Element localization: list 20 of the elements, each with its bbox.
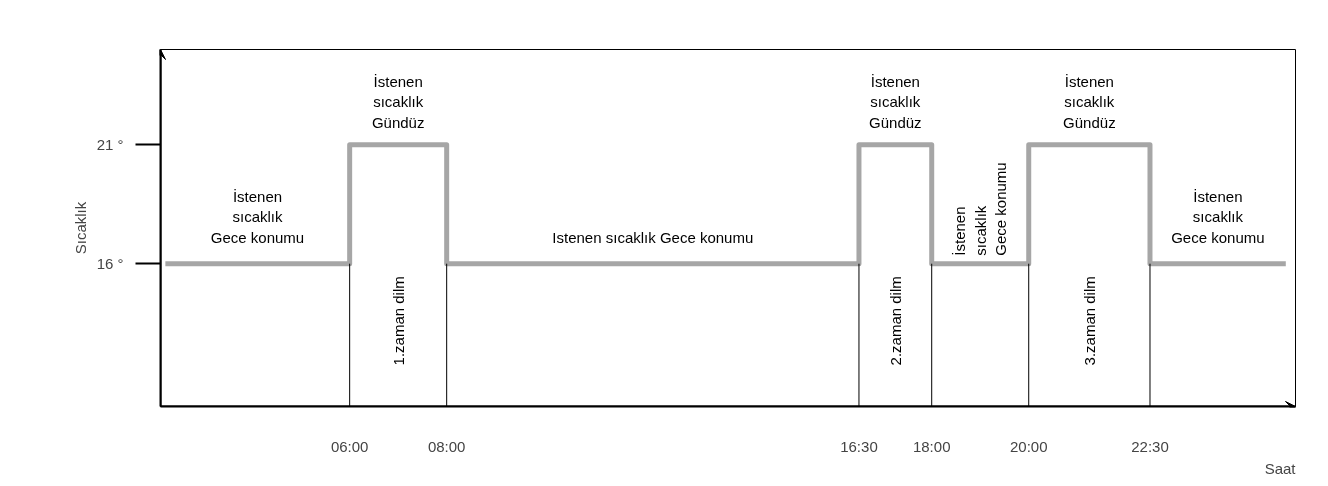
annotation: İstenen sıcaklık Gündüz — [869, 72, 922, 131]
annotation: İstenen sıcaklık Gece konumu — [951, 162, 1010, 256]
annotation: 2.zaman dilm — [886, 276, 904, 366]
annotation: 3.zaman dilm — [1080, 276, 1098, 366]
annotation: Istenen sıcaklık Gece konumu — [552, 228, 754, 246]
x-tick-label: 22:30 — [1131, 437, 1169, 455]
x-tick-label: 18:00 — [912, 437, 951, 455]
annotation: İstenen sıcaklık Gündüz — [371, 72, 425, 131]
annotation: İstenen sıcaklık Gece konumu — [210, 187, 305, 246]
annotation: 1.zaman dilm — [389, 276, 407, 366]
x-tick-label: 08:00 — [427, 437, 466, 455]
x-tick-label: 20:00 — [1009, 437, 1048, 455]
annotation: İstenen sıcaklık Gündüz — [1063, 72, 1116, 131]
x-axis-title: Saat — [1264, 459, 1297, 477]
x-tick-label: 16:30 — [840, 437, 878, 455]
y-tick-label: 16 ° — [96, 255, 124, 273]
y-tick-label: 21 ° — [96, 136, 124, 154]
annotation: İstenen sıcaklık Gece konumu — [1171, 187, 1265, 246]
x-tick-label: 06:00 — [330, 437, 369, 455]
y-axis-title: Sıcaklık — [71, 201, 89, 255]
